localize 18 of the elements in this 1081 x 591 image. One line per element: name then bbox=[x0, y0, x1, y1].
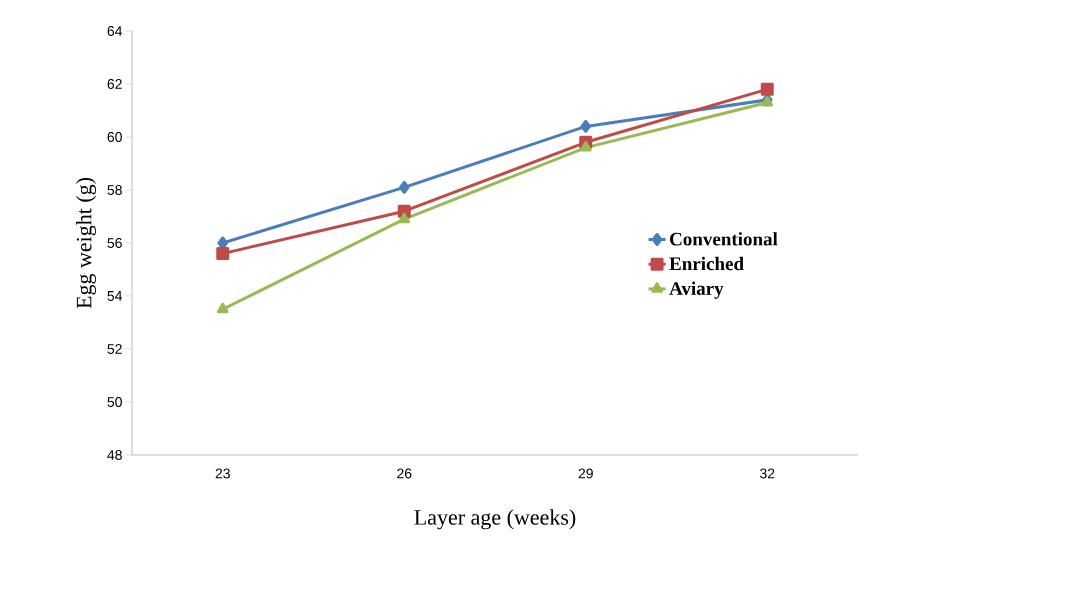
y-tick-label: 58 bbox=[107, 185, 122, 195]
y-tick-label: 60 bbox=[107, 132, 122, 142]
y-tick-label: 56 bbox=[107, 238, 122, 248]
y-tick-label: 64 bbox=[107, 26, 123, 36]
x-tick-label: 32 bbox=[760, 468, 775, 479]
legend-label: Conventional bbox=[670, 232, 778, 246]
y-axis-title: Egg weight (g) bbox=[76, 177, 97, 309]
y-tick-label: 52 bbox=[107, 344, 122, 354]
y-tick-label: 48 bbox=[107, 450, 122, 460]
legend-label: Aviary bbox=[669, 281, 724, 299]
y-tick-label: 62 bbox=[107, 79, 122, 89]
x-tick-label: 23 bbox=[215, 468, 230, 479]
x-axis-title: Layer age (weeks) bbox=[414, 509, 576, 530]
x-tick-label: 26 bbox=[397, 468, 412, 479]
legend-label: Enriched bbox=[669, 256, 744, 271]
x-tick-label: 29 bbox=[578, 468, 593, 479]
y-tick-label: 50 bbox=[107, 397, 122, 407]
y-tick-label: 54 bbox=[107, 291, 123, 301]
